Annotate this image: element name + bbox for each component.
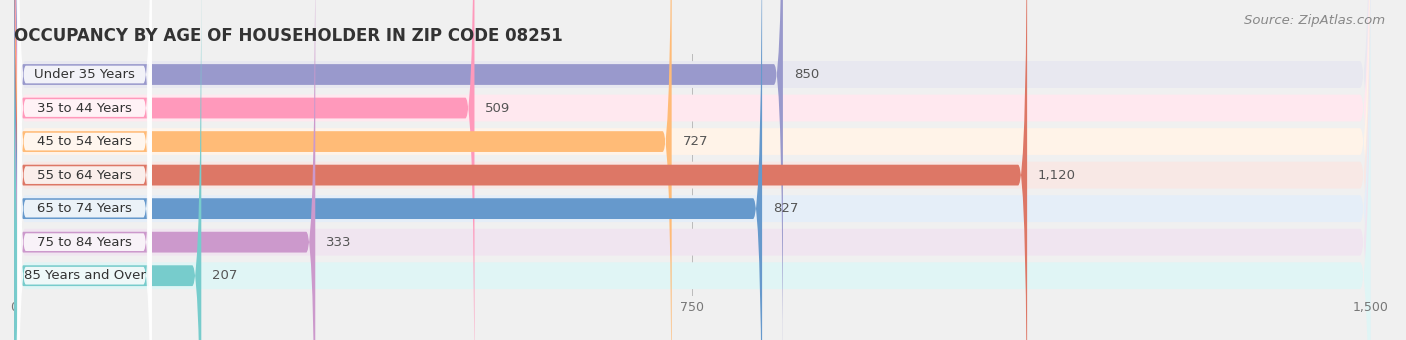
FancyBboxPatch shape (18, 0, 152, 340)
Text: 85 Years and Over: 85 Years and Over (24, 269, 146, 282)
FancyBboxPatch shape (14, 0, 1371, 340)
Text: 65 to 74 Years: 65 to 74 Years (37, 202, 132, 215)
Text: 1,120: 1,120 (1038, 169, 1076, 182)
Text: 509: 509 (485, 102, 510, 115)
Text: 75 to 84 Years: 75 to 84 Years (37, 236, 132, 249)
Text: 827: 827 (773, 202, 799, 215)
FancyBboxPatch shape (18, 0, 152, 340)
FancyBboxPatch shape (18, 0, 152, 340)
Text: OCCUPANCY BY AGE OF HOUSEHOLDER IN ZIP CODE 08251: OCCUPANCY BY AGE OF HOUSEHOLDER IN ZIP C… (14, 27, 562, 45)
Text: 333: 333 (326, 236, 352, 249)
FancyBboxPatch shape (14, 0, 1028, 340)
Text: 35 to 44 Years: 35 to 44 Years (37, 102, 132, 115)
FancyBboxPatch shape (14, 0, 762, 340)
Text: 45 to 54 Years: 45 to 54 Years (37, 135, 132, 148)
FancyBboxPatch shape (14, 0, 1371, 340)
FancyBboxPatch shape (14, 0, 1371, 340)
FancyBboxPatch shape (14, 0, 201, 340)
Text: 207: 207 (212, 269, 238, 282)
FancyBboxPatch shape (18, 0, 152, 340)
FancyBboxPatch shape (14, 0, 1371, 340)
FancyBboxPatch shape (18, 0, 152, 340)
FancyBboxPatch shape (14, 0, 1371, 340)
FancyBboxPatch shape (14, 0, 672, 340)
FancyBboxPatch shape (14, 0, 783, 340)
FancyBboxPatch shape (18, 0, 152, 340)
FancyBboxPatch shape (14, 0, 315, 340)
FancyBboxPatch shape (18, 0, 152, 340)
Text: Under 35 Years: Under 35 Years (34, 68, 135, 81)
FancyBboxPatch shape (14, 0, 1371, 340)
Text: Source: ZipAtlas.com: Source: ZipAtlas.com (1244, 14, 1385, 27)
Text: 727: 727 (682, 135, 709, 148)
Text: 55 to 64 Years: 55 to 64 Years (37, 169, 132, 182)
FancyBboxPatch shape (14, 0, 1371, 340)
FancyBboxPatch shape (14, 0, 474, 340)
Text: 850: 850 (794, 68, 820, 81)
